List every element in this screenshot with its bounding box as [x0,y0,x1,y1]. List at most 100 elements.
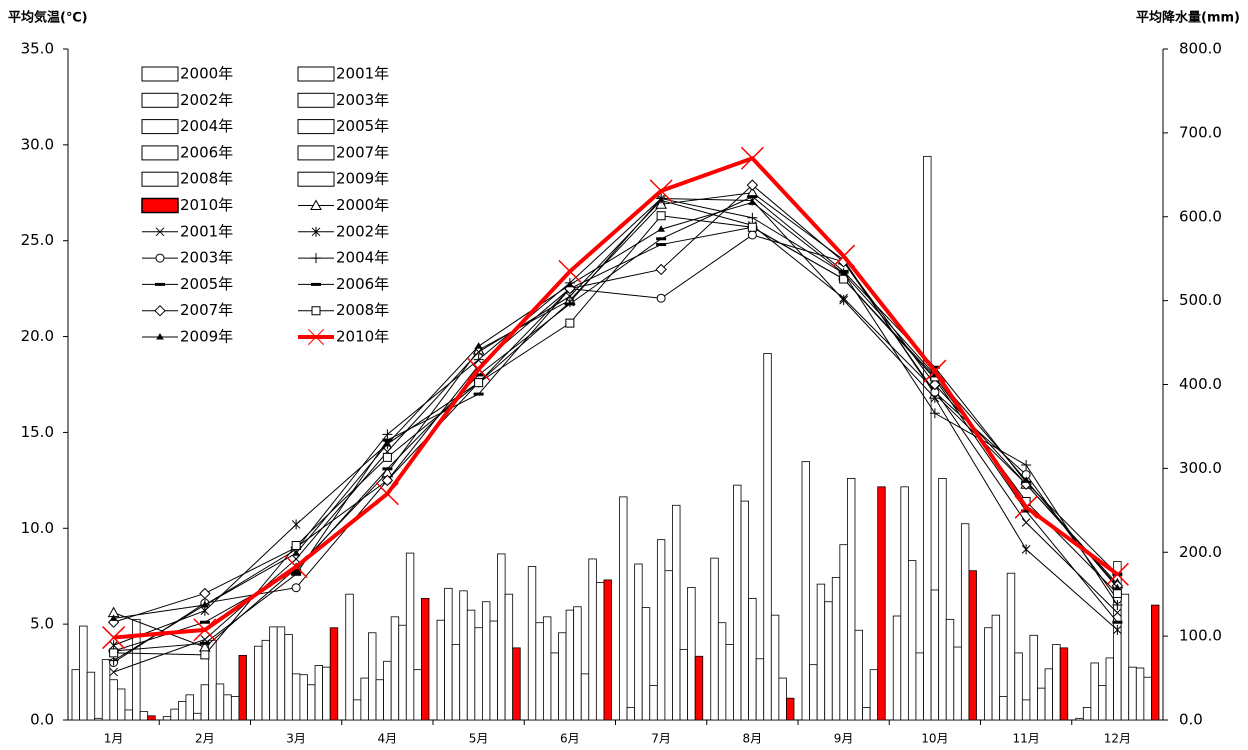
bar [474,627,483,721]
bar [710,557,719,721]
bar [1143,676,1152,721]
y-tick-label: 35.0 [21,40,54,58]
bar [314,665,324,721]
bar [482,601,491,721]
line-series [107,179,1124,628]
bar [124,709,133,721]
bar [778,677,787,721]
legend-swatch [297,145,335,161]
legend-label: 2005年 [180,275,233,293]
y2-tick-label: 700.0 [1179,123,1222,141]
bar [984,627,993,721]
legend-marker [154,304,166,317]
legend-swatch [141,92,179,108]
point [1113,624,1122,635]
bar [1128,666,1137,721]
legend-marker [311,226,321,237]
bar [938,478,947,721]
bar [725,644,734,721]
legend-label: 2001年 [180,222,233,240]
bar [900,486,909,721]
bar [869,669,879,721]
y2-tick-label: 100.0 [1179,627,1222,645]
bar [139,711,149,721]
line-series [102,146,1129,650]
point [292,549,301,556]
point [649,179,673,203]
bar [254,645,263,721]
bar [816,583,826,721]
bar [550,652,559,721]
bar [375,679,384,721]
legend-label: 2003年 [336,91,389,109]
legend-marker [307,328,325,346]
point [102,626,126,650]
legend-label: 2002年 [180,91,233,109]
bar [185,694,194,721]
bar [504,593,514,721]
y-tick-label: 30.0 [21,135,54,153]
point [832,244,856,268]
bar [945,618,955,721]
bar [466,609,476,721]
x-tick-label: 8月 [743,732,763,746]
bar [854,629,863,721]
line [113,192,1118,648]
point [1105,562,1129,586]
legend-label: 2004年 [336,249,389,267]
legend-label: 2000年 [180,65,233,83]
point [109,648,119,658]
point [1113,608,1122,617]
bar [223,694,232,721]
bar [170,708,179,721]
bar [307,684,316,721]
legend-marker [311,253,321,264]
point [1022,476,1031,483]
bar [649,685,658,721]
point [382,452,392,462]
bar [1151,604,1160,721]
bar [672,504,681,721]
point [746,179,759,191]
bar [405,552,415,721]
y-tick-label: 25.0 [21,231,54,249]
bar [390,616,400,721]
bar [824,601,833,721]
bar [1135,667,1145,721]
bar [1098,685,1107,721]
bar [717,622,727,721]
point [656,293,666,303]
bar [398,624,407,721]
y2-tick-label: 800.0 [1179,40,1222,58]
point [474,378,484,388]
y2-tick-label: 600.0 [1179,207,1222,225]
bar [436,619,445,721]
bar [512,647,521,721]
bar [831,577,841,721]
bar [1120,593,1130,721]
legend-label: 2009年 [180,328,233,346]
bar [291,673,301,721]
line [113,199,1118,673]
bar [117,688,126,721]
point [291,554,301,564]
bar [809,664,818,721]
bar [892,615,902,721]
point [923,359,947,383]
point [747,222,757,232]
point [839,269,848,276]
bar [1037,687,1046,721]
x-tick-label: 11月 [1012,732,1039,746]
bar [345,593,354,721]
bar [322,666,331,721]
bar [626,707,636,721]
point [1021,518,1031,527]
x-tick-label: 9月 [834,732,854,746]
bar [755,658,765,721]
bar [261,639,271,721]
bar [162,716,172,721]
line-series [109,211,1122,660]
line [113,155,1119,640]
bar [208,639,217,721]
point [199,587,211,600]
